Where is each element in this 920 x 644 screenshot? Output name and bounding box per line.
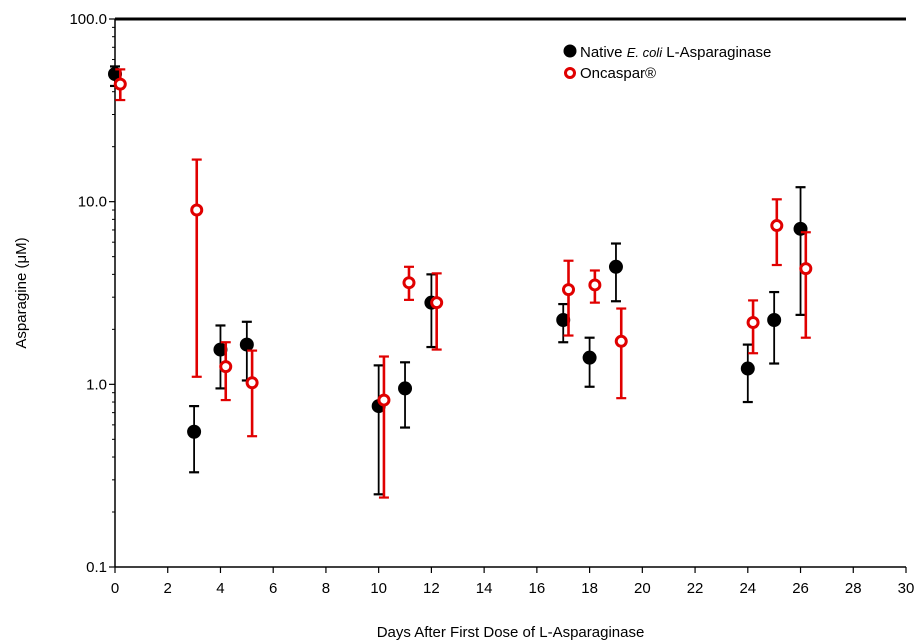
x-tick-label: 8 [322, 580, 330, 597]
legend-dot-native [563, 44, 577, 58]
data-point [562, 283, 576, 297]
x-tick-label: 18 [581, 580, 598, 597]
data-point [219, 360, 233, 374]
legend-label-native-suffix: L-Asparaginase [662, 44, 771, 61]
data-point [398, 381, 413, 396]
data-point [190, 203, 204, 217]
error-bar [215, 324, 226, 390]
data-point [402, 276, 416, 290]
x-tick-label: 0 [111, 580, 119, 597]
data-point [582, 350, 597, 365]
legend-dot-oncaspar [564, 67, 576, 79]
y-tick-label: 10.0 [78, 194, 107, 211]
error-bar [616, 307, 627, 400]
data-point [767, 313, 782, 328]
error-bar [431, 272, 442, 351]
series-oncaspar [113, 68, 813, 499]
x-axis-title: Days After First Dose of L-Asparaginase [377, 624, 645, 641]
data-point [770, 219, 784, 233]
error-bar [800, 231, 811, 339]
y-axis-title: Asparagine (μM) [13, 237, 30, 348]
data-point [588, 278, 602, 292]
data-point [245, 376, 259, 390]
data-point [614, 334, 628, 348]
y-tick-label: 0.1 [86, 559, 107, 576]
x-tick-label: 10 [370, 580, 387, 597]
x-tick-label: 22 [687, 580, 704, 597]
legend-marker-native [563, 44, 577, 58]
legend-label-native-italic: E. coli [627, 45, 664, 60]
error-bar [247, 349, 258, 438]
legend: Native E. coli L-Asparaginase Oncaspar® [563, 44, 771, 82]
legend-marker-oncaspar [564, 67, 576, 79]
data-point [740, 361, 755, 376]
data-point [239, 337, 254, 352]
data-point [187, 424, 202, 439]
x-tick-label: 4 [216, 580, 224, 597]
x-tick-label: 12 [423, 580, 440, 597]
data-point [799, 262, 813, 276]
x-tick-label: 24 [739, 580, 756, 597]
error-bar [769, 290, 780, 365]
x-tick-label: 30 [898, 580, 915, 597]
error-bar [373, 364, 384, 496]
legend-label-native: Native E. coli L-Asparaginase [580, 44, 771, 61]
y-axis-ticks: 0.1 1.0 10.0 100.0 [69, 11, 115, 576]
error-bar [189, 405, 200, 474]
x-tick-label: 20 [634, 580, 651, 597]
axes [114, 17, 906, 568]
data-point [377, 393, 391, 407]
data-point [113, 77, 127, 91]
x-tick-label: 16 [529, 580, 546, 597]
x-tick-label: 28 [845, 580, 862, 597]
x-tick-label: 2 [164, 580, 172, 597]
error-bar [378, 355, 389, 499]
legend-label-native-prefix: Native [580, 44, 627, 61]
x-tick-label: 14 [476, 580, 493, 597]
data-point [746, 316, 760, 330]
error-bar [563, 259, 574, 337]
data-point [608, 259, 623, 274]
x-axis-ticks: 0 2 4 6 8 10 12 14 16 18 20 22 24 26 28 30 [111, 567, 915, 597]
error-bar [771, 198, 782, 267]
x-tick-label: 6 [269, 580, 277, 597]
legend-label-oncaspar: Oncaspar® [580, 65, 656, 82]
error-bar [191, 158, 202, 378]
series-layer [108, 65, 813, 499]
y-tick-label: 1.0 [86, 376, 107, 393]
x-tick-label: 26 [792, 580, 809, 597]
error-bar [795, 186, 806, 316]
y-tick-label: 100.0 [69, 11, 107, 28]
data-point [430, 296, 444, 310]
